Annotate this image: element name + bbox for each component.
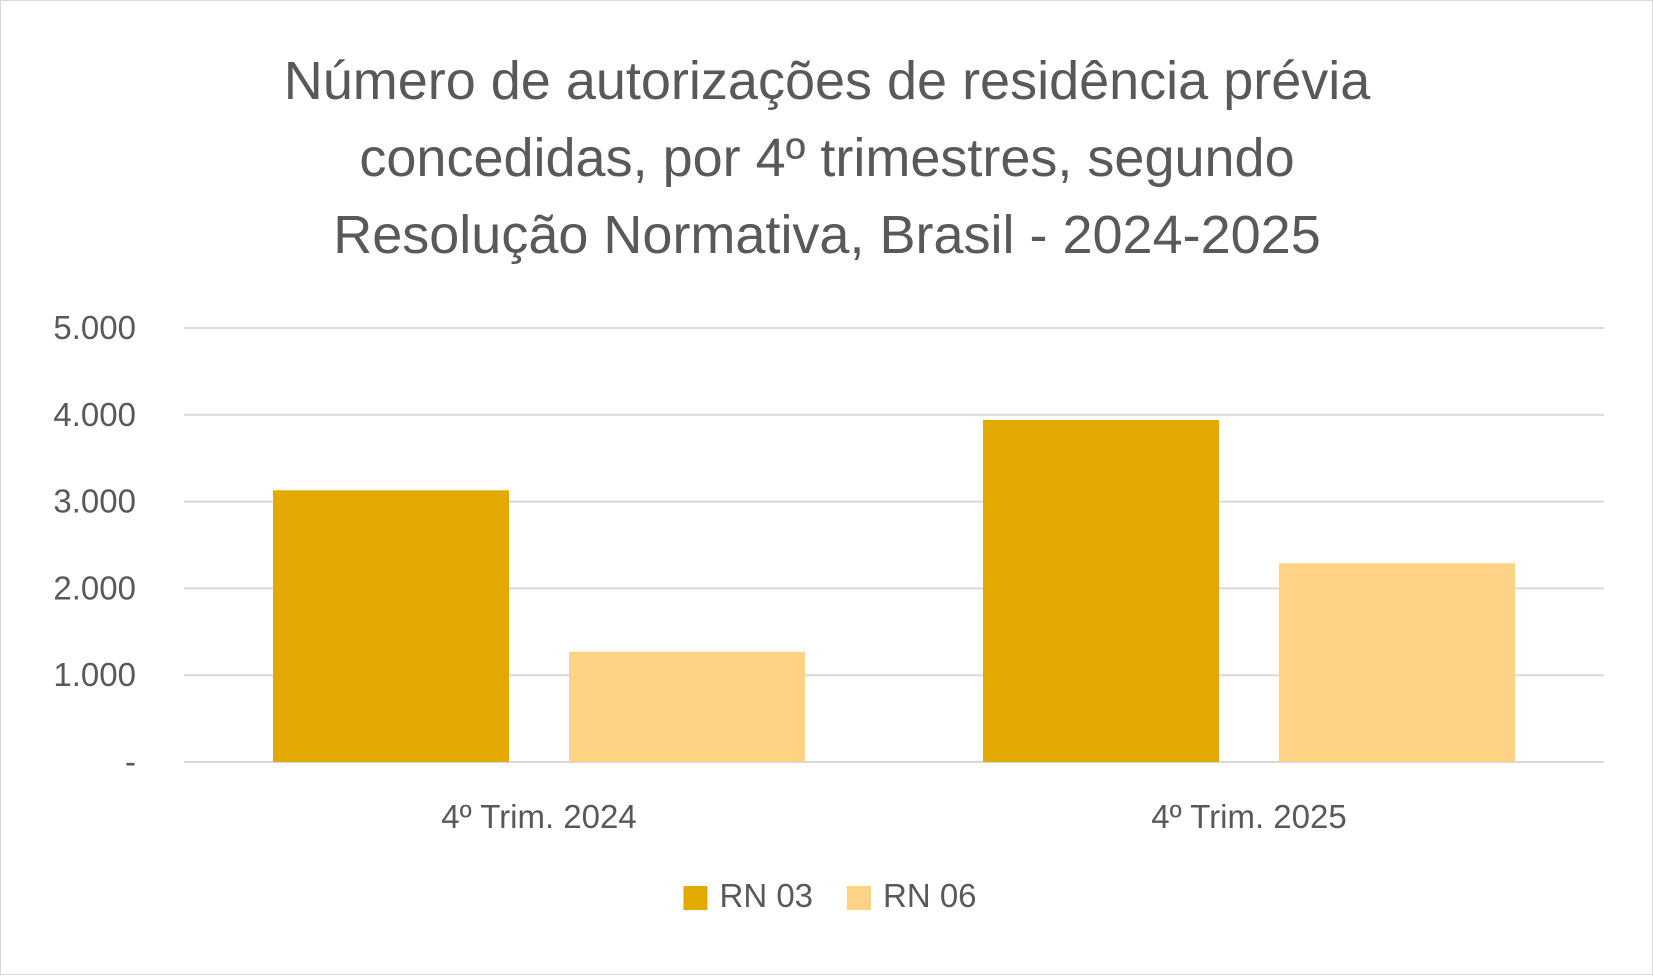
bar-rn-03-1[interactable] <box>273 490 509 762</box>
bar-rn-06-1[interactable] <box>569 651 805 762</box>
y-tick-label: 4.000 <box>53 396 136 433</box>
y-tick-label: 5.000 <box>53 309 136 346</box>
x-axis-category-labels: 4º Trim. 2024 4º Trim. 2025 <box>441 798 1346 835</box>
y-tick-label: 1.000 <box>53 656 136 693</box>
bar-rn-03-2[interactable] <box>983 420 1219 762</box>
x-category-label: 4º Trim. 2024 <box>441 798 636 835</box>
chart-title: Número de autorizações de residência pré… <box>284 51 1372 265</box>
y-axis-tick-labels: - 1.000 2.000 3.000 4.000 5.000 <box>53 309 136 780</box>
legend-item-rn-03[interactable]: RN 03 <box>683 877 814 914</box>
y-tick-label: 2.000 <box>53 569 136 606</box>
chart-title-line-1: Número de autorizações de residência pré… <box>284 51 1372 111</box>
x-category-label: 4º Trim. 2025 <box>1151 798 1346 835</box>
chart-title-line-2: concedidas, por 4º trimestres, segundo <box>359 128 1294 188</box>
bar-rn-06-2[interactable] <box>1279 563 1515 762</box>
legend-swatch <box>683 886 708 910</box>
legend[interactable]: RN 03 RN 06 <box>683 877 977 914</box>
y-tick-label: 3.000 <box>53 483 136 520</box>
legend-swatch <box>847 886 871 910</box>
legend-label: RN 06 <box>883 877 977 914</box>
legend-label: RN 03 <box>720 877 814 914</box>
chart-title-line-3: Resolução Normativa, Brasil - 2024-2025 <box>333 205 1320 265</box>
bars <box>273 420 1515 762</box>
legend-item-rn-06[interactable]: RN 06 <box>847 877 977 914</box>
y-tick-label: - <box>125 743 136 780</box>
